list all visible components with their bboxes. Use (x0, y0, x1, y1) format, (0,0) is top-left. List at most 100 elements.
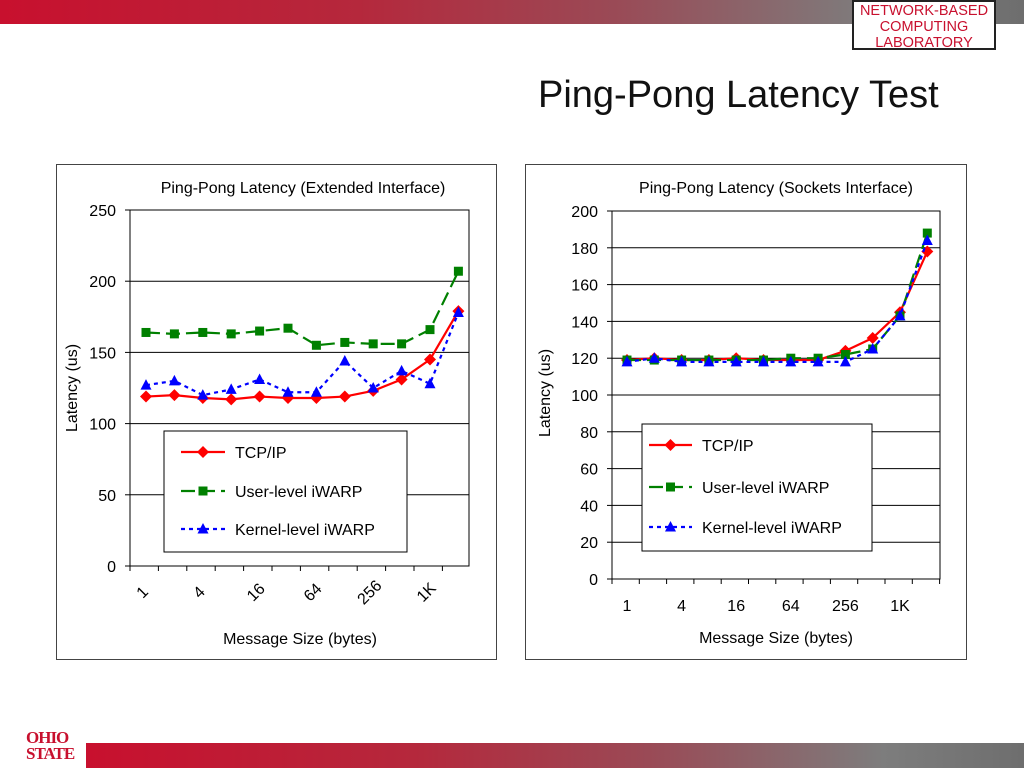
y-tick-label: 80 (580, 425, 598, 442)
y-tick-label: 140 (571, 314, 598, 331)
y-tick-label: 20 (580, 535, 598, 552)
lab-logo-line-1: NETWORK-BASED (859, 3, 989, 19)
data-point (254, 373, 266, 384)
data-point (785, 355, 797, 367)
data-point (168, 374, 180, 386)
university-logo-line-2: STATE (26, 744, 75, 763)
series-0 (140, 305, 465, 406)
university-logo-line-1: OHIO (26, 728, 69, 747)
legend-marker (666, 482, 675, 492)
y-tick-label: 250 (89, 203, 116, 220)
y-tick-label: 160 (571, 278, 598, 295)
legend-label: User-level iWARP (235, 484, 362, 501)
chart-extended-interface: Ping-Pong Latency (Extended Interface) 0 5… (56, 164, 497, 660)
y-tick-label: 200 (571, 204, 598, 221)
y-tick-label: 0 (589, 572, 598, 589)
x-tick-label: 4 (190, 584, 208, 602)
data-point (866, 331, 879, 344)
y-tick-label: 40 (580, 498, 598, 515)
data-point (703, 355, 715, 367)
chart-svg: Ping-Pong Latency (Sockets Interface) 0 20… (537, 180, 941, 647)
data-point (339, 354, 351, 366)
x-tick-label: 1 (623, 598, 632, 615)
x-tick-label: 16 (727, 598, 745, 615)
data-point (922, 228, 932, 238)
x-tick-label: 4 (677, 598, 686, 615)
data-point (340, 337, 350, 347)
x-tick-label: 1K (890, 598, 910, 615)
x-tick-label: 16 (244, 580, 269, 605)
data-point (141, 327, 151, 337)
y-axis-label: Latency (us) (64, 344, 81, 432)
lab-logo: NETWORK-BASED COMPUTING LABORATORY (852, 0, 996, 51)
legend: TCP/IP User-level iWARP Kernel-level iWARP (641, 423, 873, 552)
data-point (395, 373, 408, 386)
chart-sockets-interface: Ping-Pong Latency (Sockets Interface) 0 20… (525, 164, 967, 660)
data-point (758, 355, 769, 367)
bottom-banner (86, 743, 1024, 768)
data-point (368, 339, 378, 349)
data-point (396, 364, 408, 376)
series-line (626, 251, 929, 362)
legend-marker (198, 486, 208, 496)
x-axis-label: Message Size (bytes) (699, 630, 853, 647)
data-point (198, 327, 208, 337)
chart-title: Ping-Pong Latency (Extended Interface) (161, 180, 446, 197)
data-point (283, 323, 293, 333)
data-point (894, 309, 906, 321)
data-point (425, 325, 435, 335)
y-axis-label: Latency (us) (537, 349, 554, 437)
lab-logo-line-2: COMPUTING (879, 19, 969, 35)
x-tick-label: 64 (301, 580, 326, 605)
series-0 (621, 245, 934, 367)
x-tick-label: 1K (414, 580, 440, 606)
y-tick-label: 150 (89, 345, 116, 362)
lab-logo-line-3: LABORATORY (875, 35, 973, 51)
data-point (452, 306, 464, 318)
series-line (145, 312, 460, 397)
data-point (424, 353, 436, 366)
legend-label: User-level iWARP (702, 480, 829, 497)
data-point (225, 383, 237, 394)
series-2 (621, 234, 933, 367)
legend: TCP/IP User-level iWARP Kernel-level iWARP (163, 430, 408, 553)
x-tick-label: 64 (782, 598, 800, 615)
series-2 (140, 306, 464, 400)
plot-area (129, 209, 470, 567)
legend-label: Kernel-level iWARP (702, 520, 842, 537)
slide-title: Ping-Pong Latency Test (538, 74, 939, 116)
y-tick-label: 60 (580, 462, 598, 479)
y-tick-label: 50 (98, 488, 116, 505)
data-point (367, 382, 379, 393)
legend-marker (197, 523, 209, 534)
data-point (676, 355, 688, 367)
legend-marker (665, 521, 676, 532)
data-point (453, 266, 463, 276)
data-point (225, 393, 238, 406)
y-tick-label: 120 (571, 351, 598, 368)
data-point (839, 355, 851, 367)
data-point (397, 339, 407, 349)
data-point (310, 386, 322, 397)
legend-marker (664, 439, 677, 451)
series-line (627, 232, 929, 362)
data-point (867, 343, 879, 354)
legend-label: TCP/IP (702, 438, 754, 455)
y-tick-label: 100 (571, 388, 598, 405)
series-line (626, 240, 929, 363)
y-tick-label: 180 (571, 241, 598, 258)
data-point (338, 390, 351, 403)
data-point (311, 340, 321, 350)
data-point (169, 329, 179, 339)
series-1 (622, 228, 932, 365)
y-tick-label: 0 (107, 559, 116, 576)
data-point (282, 386, 294, 397)
chart-title: Ping-Pong Latency (Sockets Interface) (639, 180, 913, 197)
data-point (921, 234, 933, 245)
legend-label: TCP/IP (235, 445, 287, 462)
chart-svg: Ping-Pong Latency (Extended Interface) 0 5… (64, 180, 470, 648)
data-point (255, 326, 265, 336)
data-point (648, 352, 660, 363)
series-line (145, 310, 460, 401)
x-tick-label: 256 (355, 577, 386, 608)
